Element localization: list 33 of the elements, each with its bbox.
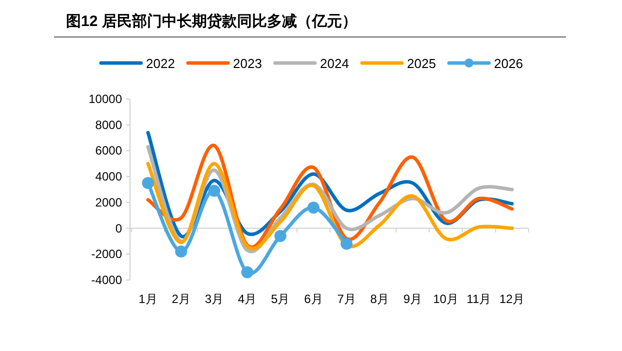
x-tick-label: 1月 xyxy=(138,292,158,306)
point xyxy=(142,177,154,190)
y-tick-label: 4000 xyxy=(95,170,122,184)
x-tick-label: 4月 xyxy=(238,292,257,306)
x-tick-label: 9月 xyxy=(403,292,422,306)
x-tick-label: 10月 xyxy=(433,292,458,306)
x-tick-label: 6月 xyxy=(304,292,323,306)
legend-label: 2025 xyxy=(407,56,436,71)
y-tick-label: 10000 xyxy=(88,92,122,106)
point xyxy=(307,202,320,214)
point xyxy=(175,246,188,258)
x-tick-label: 8月 xyxy=(370,292,389,306)
point xyxy=(274,230,286,242)
y-tick-label: -2000 xyxy=(91,247,122,262)
y-tick-label: 6000 xyxy=(95,144,122,158)
y-tick-label: 8000 xyxy=(95,118,122,132)
y-tick-label: -4000 xyxy=(91,273,122,287)
y-tick-label: 0 xyxy=(115,221,122,236)
x-tick-label: 2月 xyxy=(172,292,190,306)
x-tick-label: 11月 xyxy=(466,292,492,306)
legend-label: 2024 xyxy=(320,56,349,71)
chart-title: 图12 居民部门中长期贷款同比多减（亿元） xyxy=(66,12,357,30)
x-tick-label: 5月 xyxy=(271,292,290,306)
y-tick-label: 2000 xyxy=(95,195,122,210)
legend-label: 2023 xyxy=(233,56,262,71)
x-tick-label: 12月 xyxy=(499,292,525,306)
point xyxy=(241,266,254,278)
legend-label: 2026 xyxy=(494,56,523,71)
point xyxy=(340,238,353,250)
legend-label: 2022 xyxy=(146,56,175,71)
x-tick-label: 3月 xyxy=(204,292,224,306)
x-tick-label: 7月 xyxy=(337,292,356,306)
point xyxy=(208,184,220,197)
